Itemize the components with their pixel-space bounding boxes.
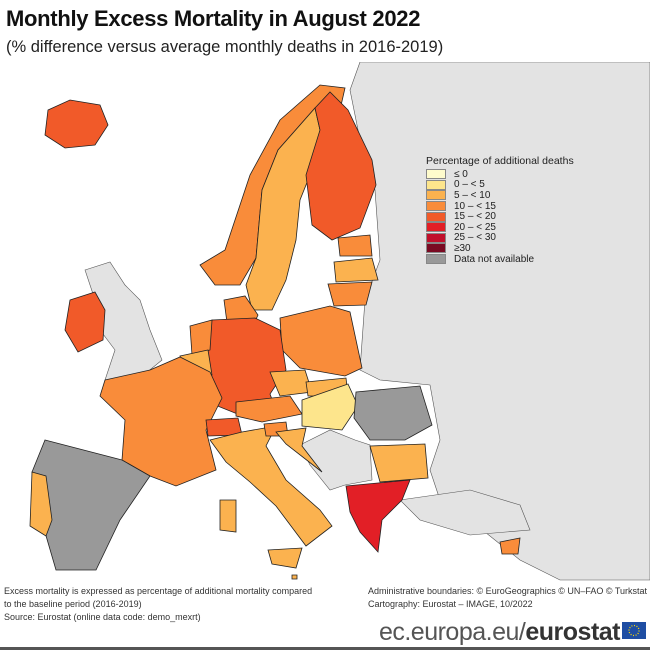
footnote: Excess mortality is expressed as percent… [4, 585, 334, 624]
legend-swatch [426, 243, 446, 254]
europe-map [29, 62, 650, 581]
logo-text-bold: eurostat [525, 618, 620, 646]
footnote-line: Excess mortality is expressed as percent… [4, 586, 313, 596]
legend-swatch [426, 254, 446, 265]
country-portugal [29, 471, 53, 537]
eu-flag-icon [622, 622, 646, 639]
legend-item: Data not available [426, 254, 574, 265]
country-greece [345, 479, 411, 553]
country-hungary [301, 383, 359, 431]
legend-item: 10 – < 15 [426, 201, 574, 212]
non-eu-land-shape [299, 429, 373, 491]
logo-text: ec.europa.eu/ [378, 618, 526, 646]
non-eu-land-shape [399, 489, 531, 536]
legend-item: 25 – < 30 [426, 232, 574, 244]
country-finland [305, 91, 377, 241]
footnote-line: to the baseline period (2016-2019) [4, 599, 142, 609]
legend-item: ≥30 [426, 243, 574, 254]
legend-label: 20 – < 25 [454, 221, 496, 233]
country-lithuania [327, 281, 373, 307]
credits: Administrative boundaries: © EuroGeograp… [368, 585, 647, 611]
country-estonia [337, 234, 373, 257]
country-latvia [333, 257, 379, 283]
country-france [99, 356, 223, 487]
country-austria [235, 395, 303, 423]
country-czechia [269, 369, 313, 397]
country-bulgaria [369, 443, 429, 483]
country-iceland [44, 99, 109, 149]
country-italy-sardinia [219, 499, 237, 533]
country-croatia [275, 427, 323, 473]
legend-label: 15 – < 20 [454, 211, 496, 223]
source-note: Source: Eurostat (online data code: demo… [4, 612, 201, 622]
eurostat-logo: ec.europa.eu/eurostat [378, 618, 621, 647]
map-subtitle: (% difference versus average monthly dea… [6, 38, 444, 56]
legend-item: 5 – < 10 [426, 190, 574, 201]
map-title: Monthly Excess Mortality in August 2022 [6, 6, 421, 31]
country-ireland [64, 291, 106, 353]
legend-label: 25 – < 30 [454, 232, 496, 244]
legend-swatch [426, 232, 446, 243]
country-romania [353, 385, 433, 441]
legend-item: 20 – < 25 [426, 222, 574, 233]
legend-item: 15 – < 20 [426, 211, 574, 222]
country-malta [291, 574, 298, 580]
legend-label: 5 – < 10 [454, 189, 491, 201]
legend-label: 0 – < 5 [454, 179, 485, 191]
legend-label: ≥30 [454, 242, 471, 254]
country-cyprus [499, 537, 521, 555]
cartography-credit: Cartography: Eurostat – IMAGE, 10/2022 [368, 599, 533, 609]
divider [0, 647, 650, 650]
legend-swatch [426, 179, 446, 190]
country-poland [279, 305, 363, 377]
legend-swatch [426, 222, 446, 233]
legend-swatch [426, 169, 446, 180]
legend-label: ≤ 0 [454, 168, 468, 180]
legend-item: ≤ 0 [426, 169, 574, 180]
legend-title: Percentage of additional deaths [426, 155, 574, 167]
countries [29, 84, 521, 580]
legend-item: 0 – < 5 [426, 179, 574, 191]
country-netherlands [189, 319, 213, 356]
boundaries-credit: Administrative boundaries: © EuroGeograp… [368, 586, 648, 596]
legend-label: 10 – < 15 [454, 200, 496, 212]
legend-swatch [426, 211, 446, 222]
country-italy-sicily [267, 547, 303, 569]
non-eu-land [84, 62, 650, 581]
legend-swatch [426, 190, 446, 201]
legend-label: Data not available [454, 253, 535, 265]
legend-swatch [426, 201, 446, 212]
